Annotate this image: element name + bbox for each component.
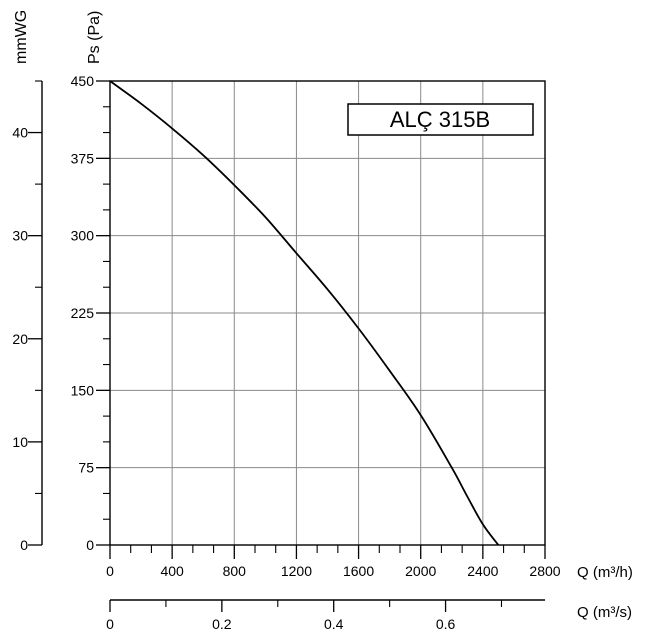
x-tick-label-m3h: 800 [223,563,247,579]
y-tick-label-pa: 0 [86,537,94,553]
y-tick-label-pa: 75 [78,460,94,476]
y-tick-label-pa: 300 [71,228,95,244]
grid-lines [109,80,546,546]
x-axis-label-m3h: Q (m³/h) [577,564,633,581]
x-tick-label-m3s: 0 [106,616,114,632]
y-tick-label-mmwg: 40 [12,125,28,141]
x-tick-label-m3h: 2800 [529,563,560,579]
curve-layer [109,80,500,546]
x-tick-label-m3s: 0.4 [324,616,344,632]
x-tick-label-m3h: 400 [160,563,184,579]
axes [41,80,546,601]
y-tick-label-mmwg: 0 [20,537,28,553]
y-tick-label-mmwg: 10 [12,434,28,450]
y-tick-label-pa: 375 [71,150,95,166]
y-tick-label-pa: 450 [71,73,95,89]
y-tick-label-mmwg: 30 [12,228,28,244]
y-tick-label-mmwg: 20 [12,331,28,347]
tick-marks [28,80,546,612]
y-axis-label-mmwg: mmWG [13,10,30,64]
y-tick-label-pa: 150 [71,382,95,398]
x-tick-label-m3h: 0 [106,563,114,579]
performance-curve [109,80,500,546]
x-tick-label-m3h: 2400 [467,563,498,579]
x-tick-label-m3h: 2000 [405,563,436,579]
x-axis-label-m3s: Q (m³/s) [577,604,632,621]
title-box [347,103,534,136]
x-tick-label-m3h: 1200 [281,563,312,579]
chart-title: ALÇ 315B [390,107,490,132]
x-tick-label-m3s: 0.6 [436,616,456,632]
y-tick-label-pa: 225 [71,305,95,321]
y-axis-label-pa: Ps (Pa) [86,11,103,64]
x-tick-label-m3s: 0.2 [212,616,232,632]
x-tick-label-m3h: 1600 [343,563,374,579]
